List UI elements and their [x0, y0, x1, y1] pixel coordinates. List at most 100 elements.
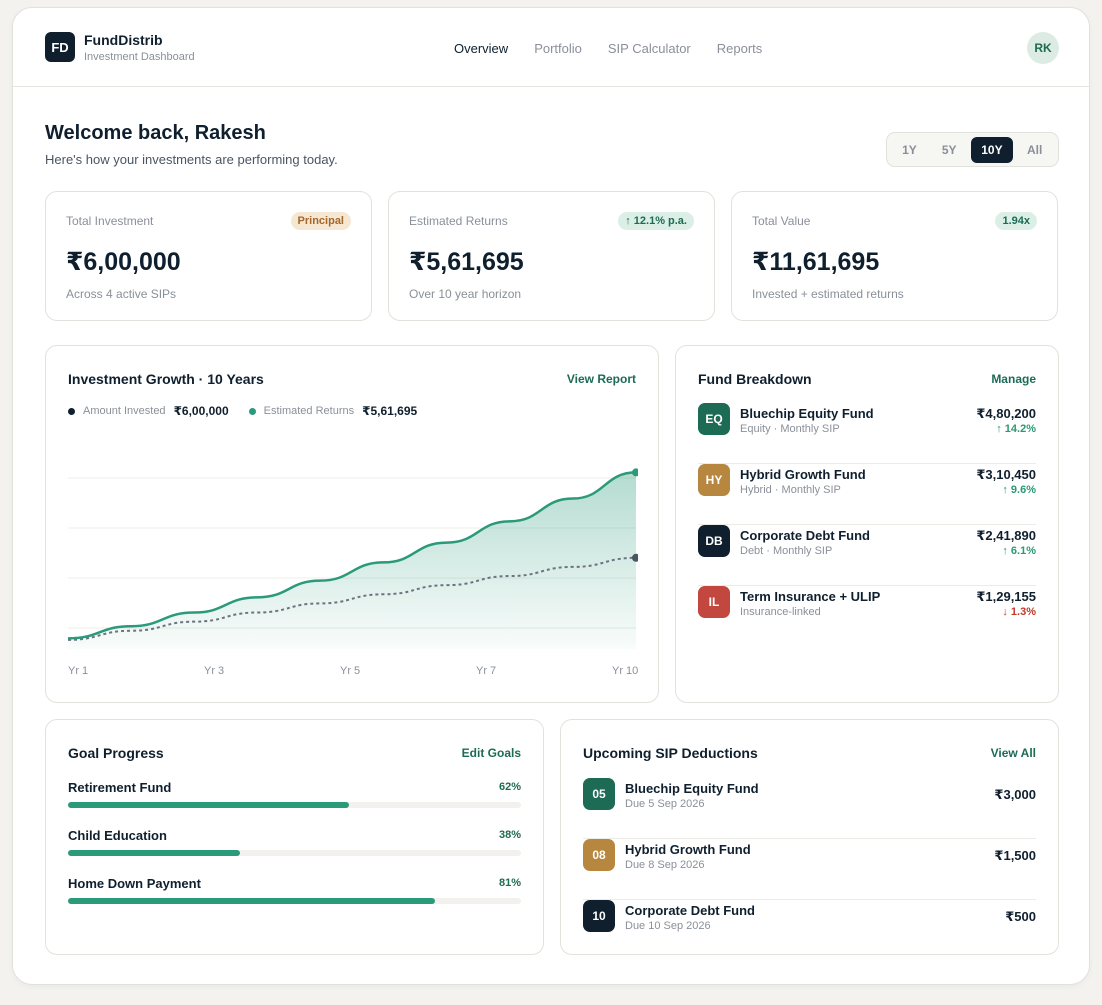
stat-card-total-investment: Total Investment Principal ₹6,00,000 Acr… — [45, 191, 372, 321]
nav-reports[interactable]: Reports — [716, 41, 763, 56]
series-line-total-value — [68, 471, 637, 640]
range-all[interactable]: All — [1026, 142, 1043, 157]
range-10y[interactable]: 10Y — [970, 136, 1014, 163]
goals-title: Goal Progress — [68, 745, 164, 761]
legend-label-invested: Amount Invested — [83, 405, 166, 417]
x-tick-yr10: Yr 10 — [612, 665, 639, 677]
fund-change: ↑ 14.2% — [996, 423, 1036, 435]
goal-name: Child Education — [68, 828, 167, 843]
fund-type: Debt · Monthly SIP — [740, 545, 833, 557]
welcome-title: Welcome back, Rakesh — [45, 122, 266, 144]
goal-progress-track — [68, 850, 521, 856]
app-window: FD FundDistrib Investment Dashboard Over… — [12, 7, 1090, 985]
fund-amount: ₹3,10,450 — [976, 467, 1036, 482]
endpoint-total-value[interactable] — [632, 468, 638, 477]
goal-progress-fill — [68, 802, 349, 808]
total-value-area — [68, 472, 636, 649]
x-tick-yr3: Yr 3 — [204, 665, 225, 677]
fund-row-hybrid[interactable]: HY Hybrid Growth Fund Hybrid · Monthly S… — [698, 464, 1036, 525]
sip-due-date: Due 5 Sep 2026 — [625, 798, 705, 810]
divider — [583, 838, 1036, 839]
fund-badge: DB — [698, 525, 730, 557]
stat-value: ₹6,00,000 — [66, 248, 181, 276]
goal-progress-fill — [68, 850, 241, 856]
stat-label: Estimated Returns — [409, 214, 508, 228]
fund-change: ↓ 1.3% — [1002, 606, 1036, 618]
nav-sip-calculator[interactable]: SIP Calculator — [607, 41, 691, 56]
sips-title: Upcoming SIP Deductions — [583, 745, 758, 761]
sip-date-badge: 05 — [583, 778, 615, 810]
view-all-link[interactable]: View All — [990, 746, 1036, 760]
range-5y[interactable]: 5Y — [941, 142, 957, 157]
brand-subtitle: Investment Dashboard — [84, 51, 195, 63]
fund-row-insurance[interactable]: IL Term Insurance + ULIP Insurance-linke… — [698, 586, 1036, 647]
stat-value: ₹5,61,695 — [409, 248, 524, 276]
logo[interactable]: FD — [45, 32, 75, 62]
main-nav: Overview Portfolio SIP Calculator Report… — [454, 41, 762, 56]
fund-row-equity[interactable]: EQ Bluechip Equity Fund Equity · Monthly… — [698, 403, 1036, 464]
goal-name: Home Down Payment — [68, 876, 201, 891]
fund-breakdown-card: Fund Breakdown Manage EQ Bluechip Equity… — [675, 345, 1059, 703]
sip-fund-name: Hybrid Growth Fund — [625, 842, 751, 857]
sip-amount: ₹500 — [1005, 909, 1036, 924]
fund-name: Bluechip Equity Fund — [740, 406, 874, 421]
sip-row-debt[interactable]: 10 Corporate Debt Fund Due 10 Sep 2026 ₹… — [583, 900, 1036, 961]
growth-title: Investment Growth · 10 Years — [68, 371, 264, 387]
fund-badge: HY — [698, 464, 730, 496]
fund-row-debt[interactable]: DB Corporate Debt Fund Debt · Monthly SI… — [698, 525, 1036, 586]
fund-badge: IL — [698, 586, 730, 618]
sip-date-badge: 08 — [583, 839, 615, 871]
stat-badge: ↑ 12.1% p.a. — [618, 212, 694, 230]
goal-percent: 38% — [498, 829, 521, 841]
x-tick-yr7: Yr 7 — [476, 665, 497, 677]
fund-type: Insurance-linked — [740, 606, 821, 618]
sip-fund-name: Corporate Debt Fund — [625, 903, 755, 918]
stat-badge: Principal — [290, 212, 351, 230]
range-1y[interactable]: 1Y — [902, 142, 917, 157]
brand-name: FundDistrib — [84, 32, 163, 48]
upcoming-sip-card: Upcoming SIP Deductions View All 05 Blue… — [560, 719, 1059, 955]
fund-type: Equity · Monthly SIP — [740, 423, 840, 435]
legend-label-returns: Estimated Returns — [263, 405, 355, 417]
stat-note: Over 10 year horizon — [409, 287, 522, 301]
time-range-selector: 1Y 5Y 10Y All — [886, 132, 1059, 167]
stat-value: ₹11,61,695 — [752, 248, 880, 276]
nav-overview[interactable]: Overview — [454, 41, 509, 56]
investment-growth-card: Investment Growth · 10 Years View Report… — [45, 345, 659, 703]
edit-goals-link[interactable]: Edit Goals — [461, 746, 521, 760]
fund-name: Corporate Debt Fund — [740, 528, 870, 543]
endpoint-amount-invested[interactable] — [632, 553, 638, 562]
divider — [698, 585, 1036, 586]
goal-percent: 62% — [498, 781, 521, 793]
fund-change: ↑ 9.6% — [1002, 484, 1036, 496]
growth-chart — [68, 468, 638, 649]
chart-legend: Amount Invested ₹6,00,000 Estimated Retu… — [68, 404, 437, 418]
goal-progress-card: Goal Progress Edit Goals Retirement Fund… — [45, 719, 544, 955]
fund-amount: ₹4,80,200 — [976, 406, 1036, 421]
welcome-subtitle: Here's how your investments are performi… — [45, 152, 338, 167]
legend-value-returns: ₹5,61,695 — [362, 404, 418, 418]
top-header: FD FundDistrib Investment Dashboard Over… — [13, 8, 1089, 87]
sip-amount: ₹1,500 — [994, 848, 1036, 863]
stat-note: Invested + estimated returns — [752, 287, 904, 301]
sip-row-hybrid[interactable]: 08 Hybrid Growth Fund Due 8 Sep 2026 ₹1,… — [583, 839, 1036, 900]
x-tick-yr5: Yr 5 — [340, 665, 361, 677]
fund-name: Hybrid Growth Fund — [740, 467, 866, 482]
manage-link[interactable]: Manage — [991, 372, 1036, 386]
fund-change: ↑ 6.1% — [1002, 545, 1036, 557]
fund-badge: EQ — [698, 403, 730, 435]
x-tick-yr1: Yr 1 — [68, 665, 89, 677]
sip-amount: ₹3,000 — [994, 787, 1036, 802]
nav-portfolio[interactable]: Portfolio — [534, 41, 582, 56]
user-avatar[interactable]: RK — [1027, 32, 1059, 64]
fund-amount: ₹2,41,890 — [976, 528, 1036, 543]
series-line-amount-invested — [68, 556, 637, 641]
sip-row-bluechip[interactable]: 05 Bluechip Equity Fund Due 5 Sep 2026 ₹… — [583, 778, 1036, 839]
legend-dot-invested — [68, 407, 75, 415]
stat-label: Total Investment — [66, 214, 154, 228]
sip-due-date: Due 10 Sep 2026 — [625, 920, 711, 932]
divider — [583, 899, 1036, 900]
view-report-link[interactable]: View Report — [566, 372, 636, 386]
stat-badge: 1.94x — [995, 212, 1037, 230]
stat-note: Across 4 active SIPs — [66, 287, 177, 301]
